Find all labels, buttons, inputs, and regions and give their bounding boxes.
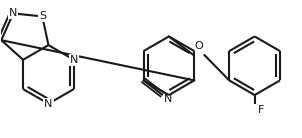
Text: N: N [70, 55, 78, 65]
Text: N: N [164, 94, 172, 104]
Text: O: O [195, 41, 204, 51]
Text: N: N [9, 8, 18, 18]
Text: S: S [39, 11, 46, 22]
Text: F: F [258, 105, 264, 115]
Text: N: N [44, 99, 53, 109]
